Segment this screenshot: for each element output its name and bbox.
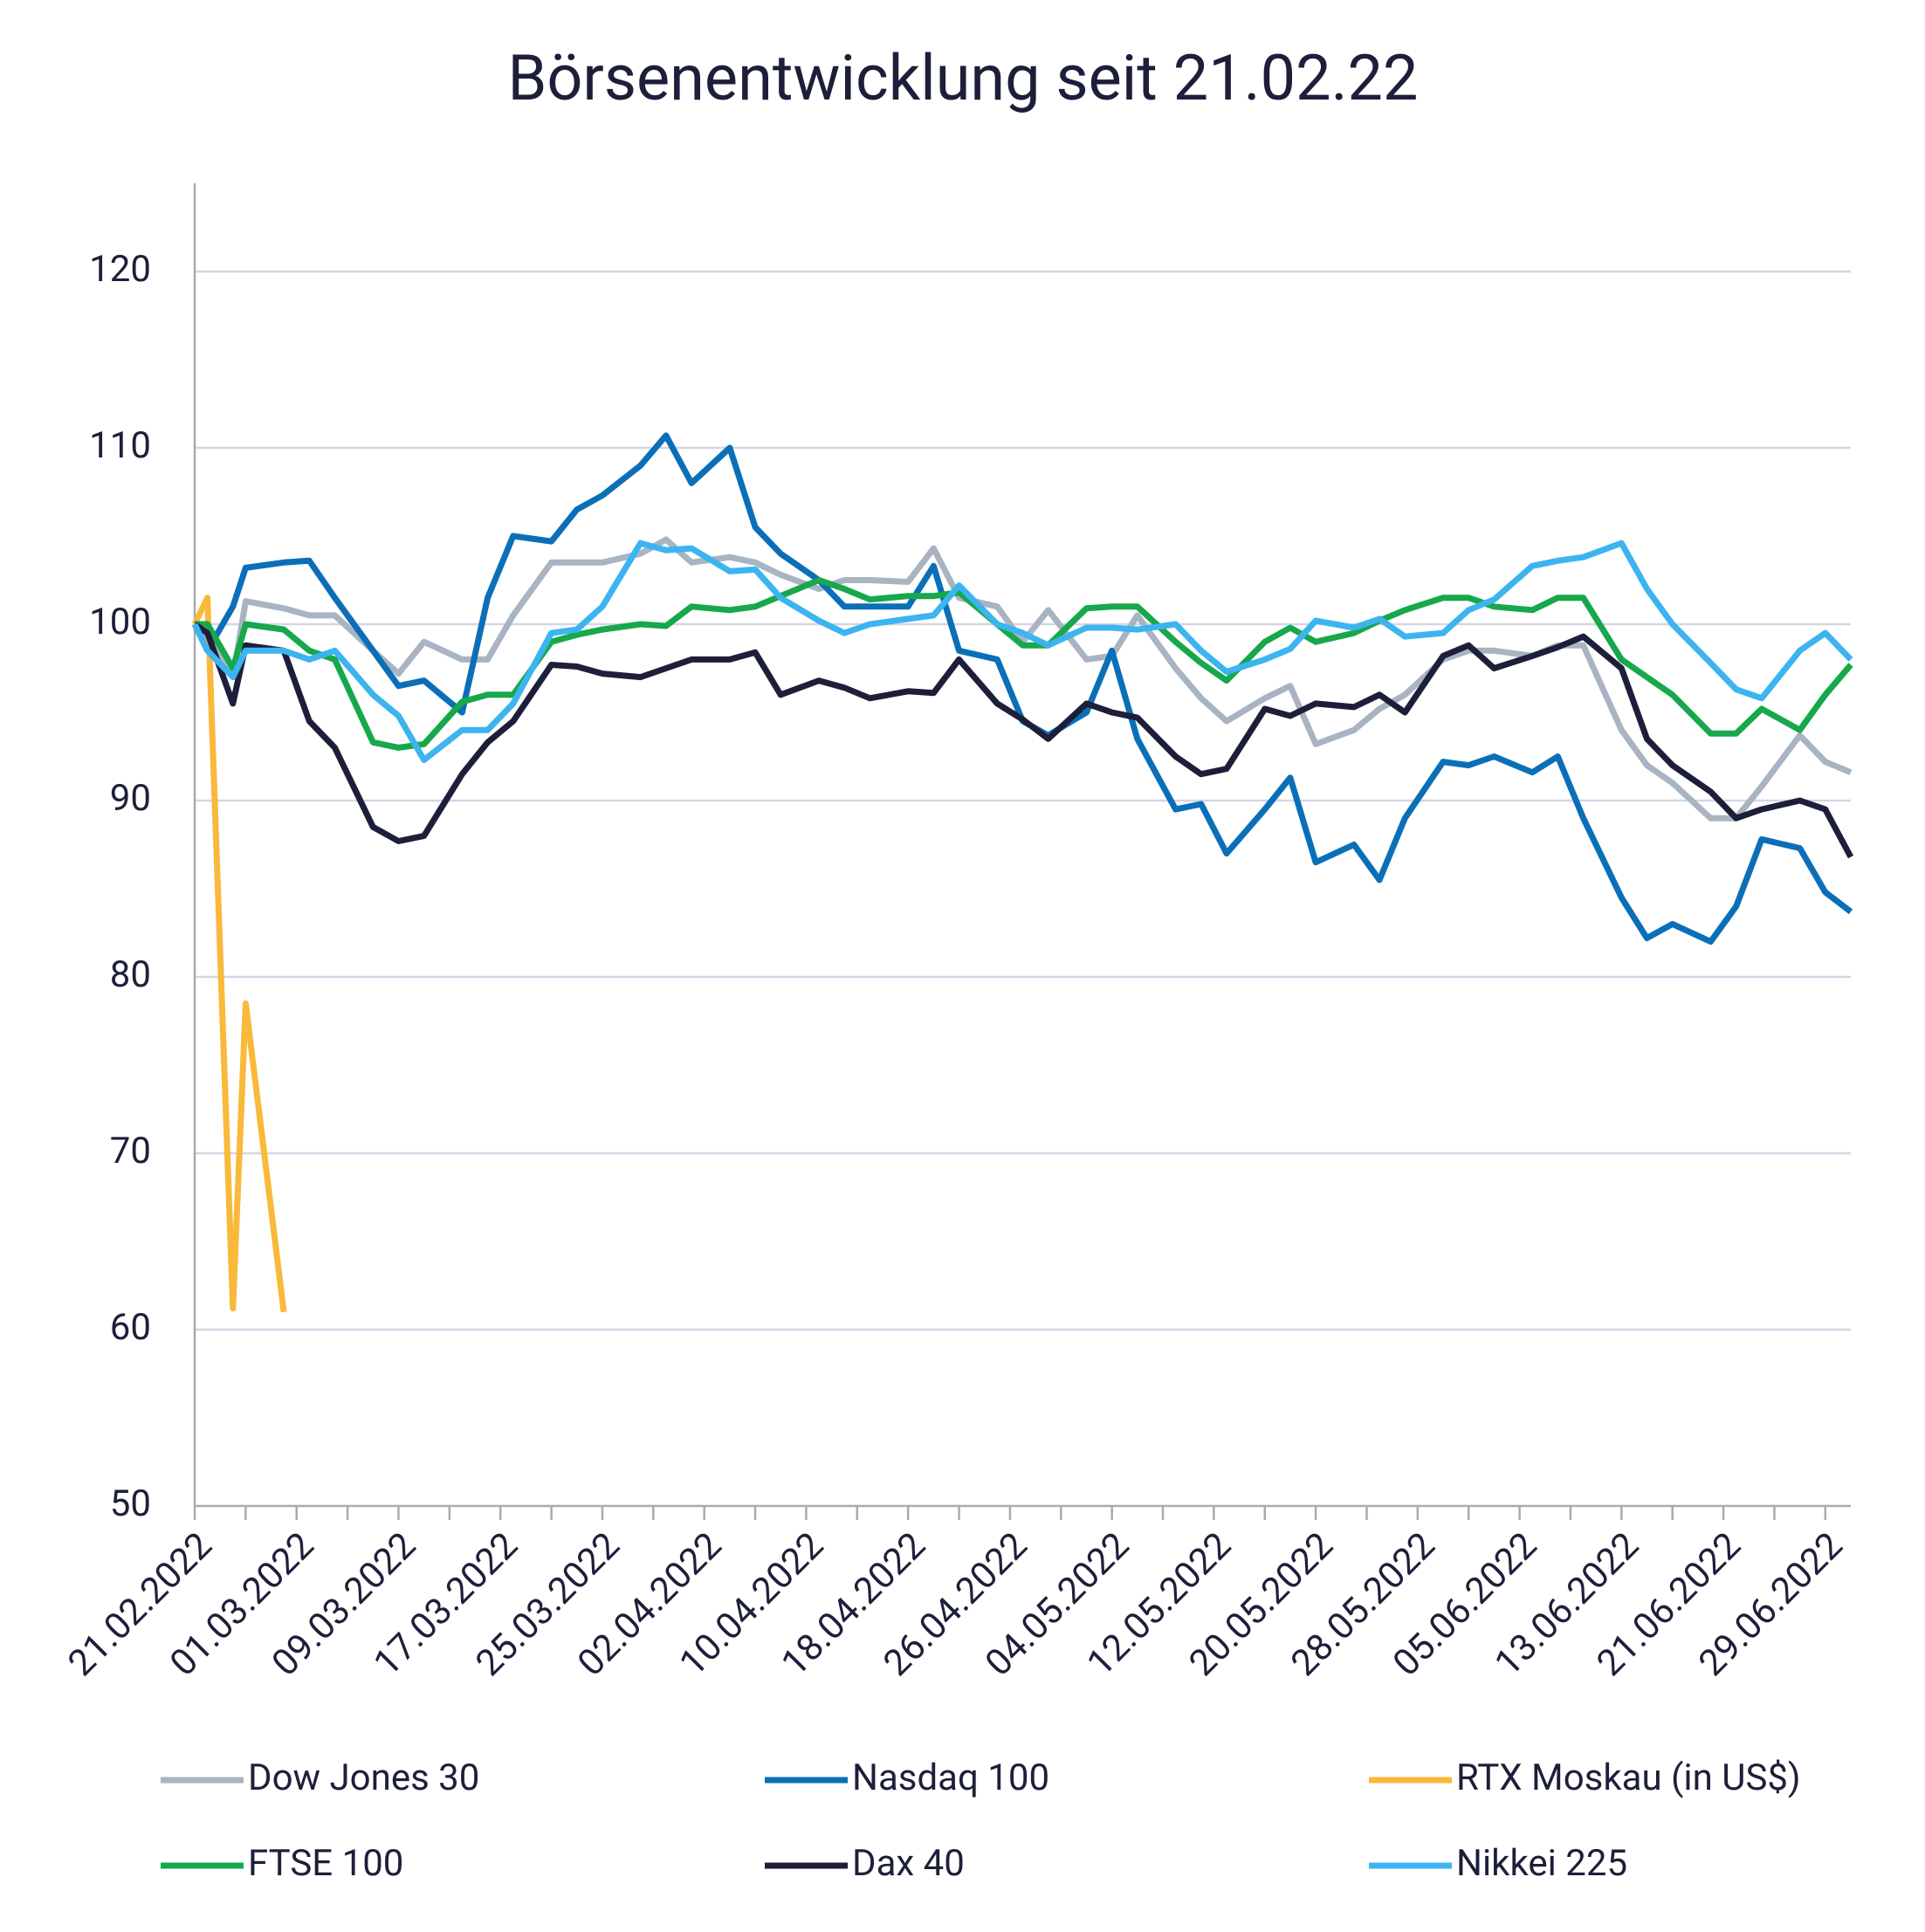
legend-label: FTSE 100: [248, 1842, 403, 1885]
legend-label: Nasdaq 100: [852, 1757, 1049, 1799]
y-tick-label: 120: [89, 248, 151, 291]
series-line: [195, 577, 1853, 751]
legend-label: Dow Jones 30: [248, 1757, 479, 1799]
y-tick-label: 70: [110, 1130, 151, 1172]
y-tick-label: 80: [110, 953, 151, 996]
legend-label: Dax 40: [852, 1842, 965, 1885]
y-tick-label: 90: [110, 777, 151, 820]
legend-label: Nikkei 225: [1456, 1842, 1627, 1885]
legend-label: RTX Moskau (in US$): [1456, 1757, 1801, 1799]
series-line: [192, 536, 1853, 822]
series-line: [191, 595, 287, 1313]
series-line: [191, 540, 1853, 763]
y-tick-label: 100: [89, 601, 151, 643]
y-tick-label: 50: [110, 1482, 151, 1525]
series-line: [193, 622, 1854, 859]
series-line: [191, 432, 1853, 945]
y-tick-label: 60: [110, 1306, 151, 1349]
y-tick-label: 110: [89, 424, 151, 467]
chart-title: Börsenentwicklung seit 21.02.22: [508, 41, 1419, 115]
